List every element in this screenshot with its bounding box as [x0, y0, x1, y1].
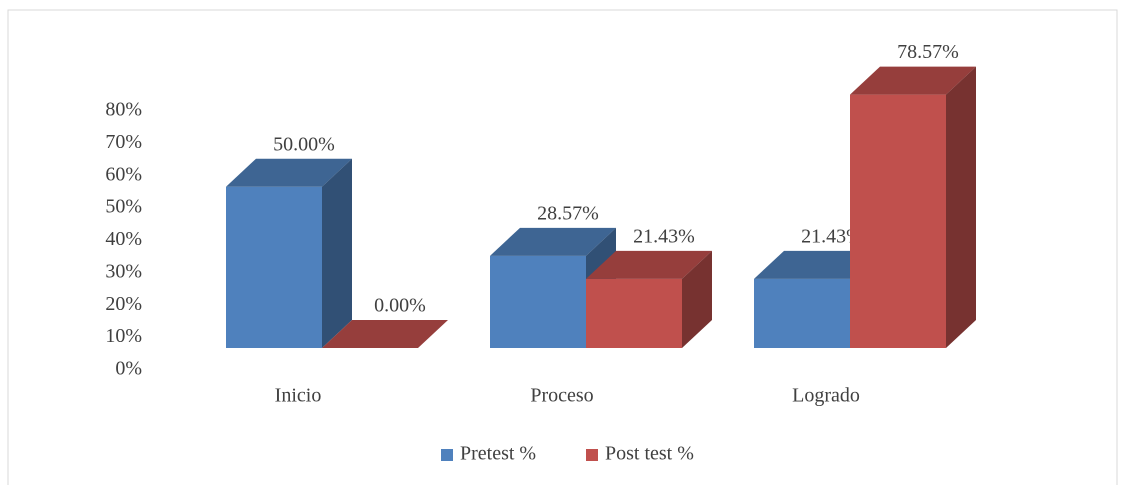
- bar-top: [322, 320, 448, 348]
- legend-swatch: [441, 449, 453, 461]
- y-tick-label: 0%: [115, 358, 142, 380]
- bar-front: [226, 186, 322, 348]
- bar-side: [946, 66, 976, 348]
- y-tick-label: 50%: [105, 196, 142, 218]
- x-tick-label: Proceso: [530, 385, 593, 407]
- value-label: 50.00%: [273, 133, 335, 155]
- y-tick-label: 70%: [105, 131, 142, 153]
- x-tick-label: Inicio: [275, 385, 322, 407]
- chart-border: [7, 9, 1118, 485]
- value-label: 21.43%: [633, 225, 695, 247]
- legend-label: Pretest %: [460, 443, 536, 465]
- value-label: 28.57%: [537, 202, 599, 224]
- legend-label: Post test %: [605, 443, 694, 465]
- bar-front: [490, 255, 586, 348]
- y-tick-label: 20%: [105, 293, 142, 315]
- bar-front: [754, 278, 850, 348]
- bar-top: [490, 227, 616, 256]
- bar-front: [850, 94, 946, 348]
- bar-top: [754, 250, 880, 279]
- y-tick-label: 60%: [105, 163, 142, 185]
- y-tick-label: 30%: [105, 260, 142, 282]
- x-tick-label: Logrado: [792, 385, 860, 407]
- bar-front: [586, 278, 682, 348]
- bar-top: [586, 250, 712, 279]
- y-tick-label: 40%: [105, 228, 142, 250]
- legend-swatch: [586, 449, 598, 461]
- value-label: 0.00%: [374, 295, 426, 317]
- y-tick-label: 10%: [105, 325, 142, 347]
- value-label: 78.57%: [897, 41, 959, 63]
- bar-top: [850, 66, 976, 95]
- bar-side: [682, 250, 712, 348]
- bar-top: [226, 158, 352, 187]
- y-tick-label: 80%: [105, 99, 142, 121]
- value-label: 21.43%: [801, 225, 863, 247]
- bar-side: [322, 158, 352, 348]
